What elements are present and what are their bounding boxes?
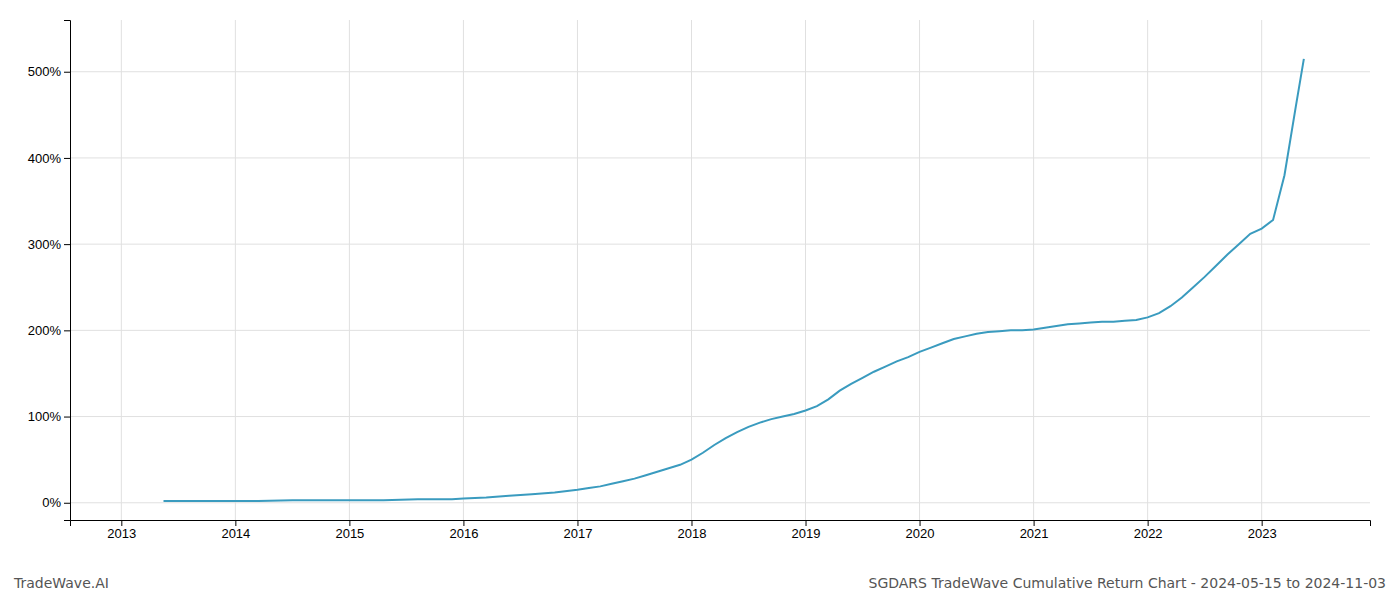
x-tick: 2022 xyxy=(1134,520,1163,541)
y-grid-line xyxy=(70,244,1370,245)
y-tick: 300% xyxy=(28,237,70,252)
y-tick-label: 100% xyxy=(28,409,62,424)
x-tick-label: 2022 xyxy=(1134,526,1163,541)
x-tick-label: 2020 xyxy=(906,526,935,541)
x-grid-line xyxy=(1261,20,1262,520)
y-axis: 0% 100% 200% 300% 400% 500% xyxy=(28,21,71,521)
y-tick-label: 500% xyxy=(28,64,62,79)
y-tick-mark xyxy=(64,417,70,418)
x-tick-mark xyxy=(463,520,464,526)
x-tick-mark xyxy=(1148,520,1149,526)
y-grid-line xyxy=(70,71,1370,72)
x-tick-label: 2023 xyxy=(1248,526,1277,541)
x-grid-line xyxy=(919,20,920,520)
x-tick: 2020 xyxy=(906,520,935,541)
y-tick: 100% xyxy=(28,409,70,424)
x-tick: 2018 xyxy=(678,520,707,541)
plot: 2013 2014 2015 2016 2017 2018 2019 2020 2021 2022… xyxy=(28,20,1371,541)
x-tick: 2019 xyxy=(792,520,821,541)
y-tick: 200% xyxy=(28,323,70,338)
x-tick: 2023 xyxy=(1248,520,1277,541)
x-grid-line xyxy=(1033,20,1034,520)
watermark: TradeWave.AI xyxy=(13,575,109,591)
x-grid-line xyxy=(463,20,464,520)
x-grid-line xyxy=(805,20,806,520)
y-tick: 400% xyxy=(28,151,70,166)
y-tick-mark xyxy=(64,158,70,159)
x-grid-line xyxy=(577,20,578,520)
x-tick-mark xyxy=(1262,520,1263,526)
x-tick-label: 2019 xyxy=(792,526,821,541)
x-tick-label: 2017 xyxy=(563,526,592,541)
grid xyxy=(70,20,1370,520)
y-tick-mark xyxy=(64,330,70,331)
y-tick-label: 0% xyxy=(42,495,61,510)
x-tick: 2013 xyxy=(107,520,136,541)
x-tick-mark xyxy=(806,520,807,526)
y-grid-line xyxy=(70,416,1370,417)
x-tick: 2017 xyxy=(563,520,592,541)
x-grid-line xyxy=(1147,20,1148,520)
x-tick-label: 2021 xyxy=(1020,526,1049,541)
y-axis-line xyxy=(64,21,71,521)
x-grid-line xyxy=(349,20,350,520)
y-tick-label: 200% xyxy=(28,323,62,338)
x-tick: 2015 xyxy=(335,520,364,541)
y-grid-line xyxy=(70,157,1370,158)
x-grid-line xyxy=(691,20,692,520)
x-tick-mark xyxy=(121,520,122,526)
x-tick-mark xyxy=(920,520,921,526)
x-tick-label: 2018 xyxy=(678,526,707,541)
x-tick-mark xyxy=(1034,520,1035,526)
x-tick-label: 2013 xyxy=(107,526,136,541)
title: SGDARS TradeWave Cumulative Return Chart… xyxy=(869,575,1386,591)
x-tick-mark xyxy=(349,520,350,526)
x-tick-label: 2015 xyxy=(335,526,364,541)
y-tick: 500% xyxy=(28,64,70,79)
x-grid-line xyxy=(235,20,236,520)
x-axis: 2013 2014 2015 2016 2017 2018 2019 2020 2021 2022… xyxy=(71,520,1371,541)
x-tick-mark xyxy=(577,520,578,526)
y-tick-mark xyxy=(64,72,70,73)
x-axis-line xyxy=(71,521,1371,527)
line xyxy=(164,59,1304,501)
y-grid-line xyxy=(70,330,1370,331)
x-tick-label: 2016 xyxy=(449,526,478,541)
x-tick-mark xyxy=(691,520,692,526)
x-tick: 2016 xyxy=(449,520,478,541)
marks xyxy=(164,59,1304,501)
y-tick-label: 300% xyxy=(28,237,62,252)
y-tick: 0% xyxy=(42,495,70,510)
y-tick-mark xyxy=(64,244,70,245)
y-tick-label: 400% xyxy=(28,151,62,166)
x-tick-label: 2014 xyxy=(221,526,250,541)
x-tick: 2021 xyxy=(1020,520,1049,541)
x-grid-line xyxy=(121,20,122,520)
chart: 2013 2014 2015 2016 2017 2018 2019 2020 2021 2022… xyxy=(0,0,1400,600)
x-tick: 2014 xyxy=(221,520,250,541)
x-tick-mark xyxy=(235,520,236,526)
y-grid-line xyxy=(70,502,1370,503)
y-tick-mark xyxy=(64,503,70,504)
